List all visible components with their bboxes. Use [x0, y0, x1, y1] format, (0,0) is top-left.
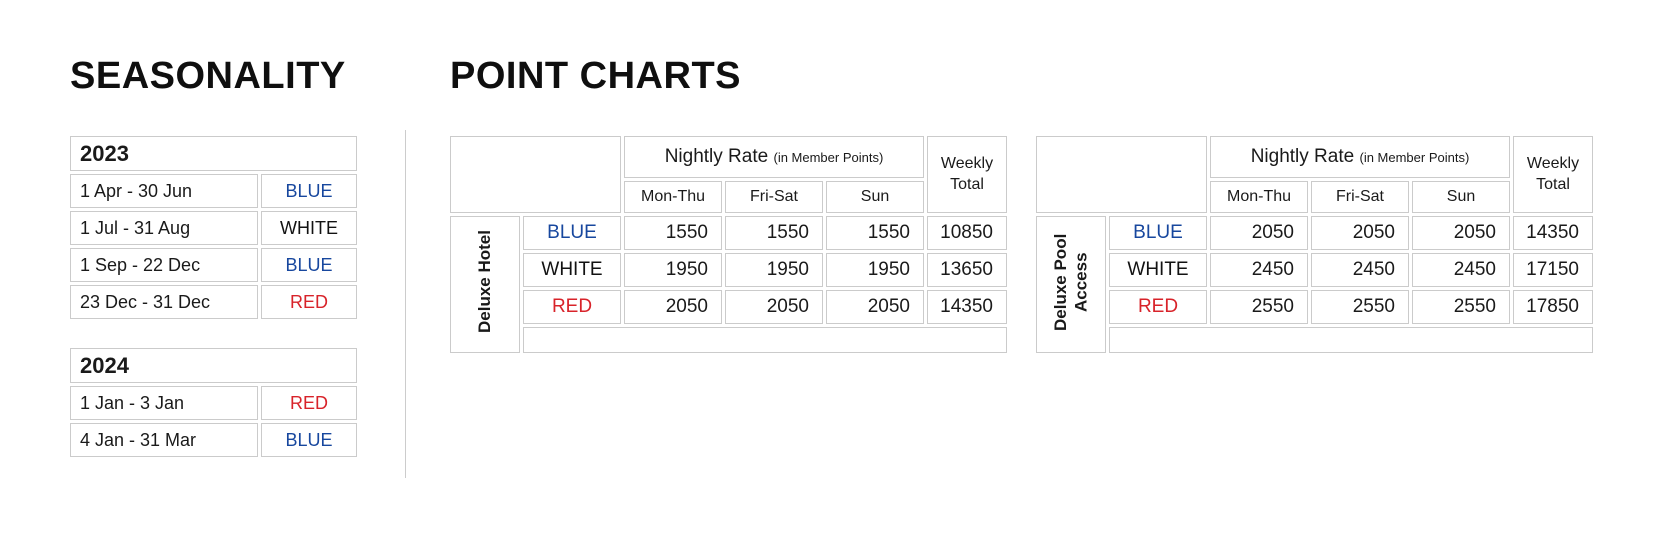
- rate-cell: 2050: [826, 290, 924, 324]
- season-label: BLUE: [261, 423, 357, 457]
- empty-row-cell: [523, 327, 1007, 353]
- rate-cell: 2450: [1412, 253, 1510, 287]
- rate-cell: 2050: [1311, 216, 1409, 250]
- point-charts-section: POINT CHARTS Nightly Rate (in Member Poi…: [450, 57, 1596, 356]
- room-label-cell: Deluxe Hotel: [450, 216, 520, 353]
- weekly-total-cell: 10850: [927, 216, 1007, 250]
- rate-cell: 2050: [725, 290, 823, 324]
- season-label: WHITE: [523, 253, 621, 287]
- season-label: WHITE: [261, 211, 357, 245]
- season-label: RED: [523, 290, 621, 324]
- rate-cell: 2050: [1412, 216, 1510, 250]
- season-label: BLUE: [1109, 216, 1207, 250]
- date-range: 4 Jan - 31 Mar: [70, 423, 258, 457]
- seasonality-section: SEASONALITY 2023 1 Apr - 30 Jun BLUE 1 J…: [70, 57, 360, 460]
- rate-cell: 2450: [1311, 253, 1409, 287]
- nightly-rate-label: Nightly Rate: [664, 146, 769, 167]
- year-header: 2023: [70, 136, 357, 171]
- rate-cell: 2550: [1412, 290, 1510, 324]
- rate-cell: 1950: [624, 253, 722, 287]
- day-column-header: Sun: [826, 181, 924, 213]
- empty-row-cell: [1109, 327, 1593, 353]
- year-header: 2024: [70, 348, 357, 383]
- point-charts-heading: POINT CHARTS: [450, 55, 741, 97]
- day-column-header: Sun: [1412, 181, 1510, 213]
- weekly-total-cell: 14350: [1513, 216, 1593, 250]
- weekly-total-cell: 17150: [1513, 253, 1593, 287]
- rate-cell: 2550: [1210, 290, 1308, 324]
- rate-cell: 1950: [725, 253, 823, 287]
- weekly-total-header: Weekly Total: [1513, 136, 1593, 213]
- weekly-total-header: Weekly Total: [927, 136, 1007, 213]
- season-label: BLUE: [523, 216, 621, 250]
- day-column-header: Fri-Sat: [725, 181, 823, 213]
- date-range: 1 Apr - 30 Jun: [70, 174, 258, 208]
- date-range: 1 Jul - 31 Aug: [70, 211, 258, 245]
- room-label: Deluxe Pool Access: [1050, 233, 1090, 331]
- nightly-rate-label: Nightly Rate: [1250, 146, 1355, 167]
- rate-cell: 2550: [1311, 290, 1409, 324]
- room-label: Deluxe Hotel: [474, 230, 494, 334]
- season-label: RED: [1109, 290, 1207, 324]
- season-label: RED: [261, 285, 357, 319]
- weekly-total-cell: 17850: [1513, 290, 1593, 324]
- rate-cell: 1550: [826, 216, 924, 250]
- point-table-deluxe-hotel: Nightly Rate (in Member Points) Weekly T…: [447, 133, 1010, 356]
- rate-cell: 2450: [1210, 253, 1308, 287]
- weekly-total-cell: 14350: [927, 290, 1007, 324]
- season-label: BLUE: [261, 174, 357, 208]
- nightly-rate-header: Nightly Rate (in Member Points): [624, 136, 924, 178]
- season-label: RED: [261, 386, 357, 420]
- weekly-total-cell: 13650: [927, 253, 1007, 287]
- corner-cell: [450, 136, 621, 213]
- nightly-rate-header: Nightly Rate (in Member Points): [1210, 136, 1510, 178]
- day-column-header: Fri-Sat: [1311, 181, 1409, 213]
- date-range: 23 Dec - 31 Dec: [70, 285, 258, 319]
- day-column-header: Mon-Thu: [624, 181, 722, 213]
- rate-cell: 1550: [624, 216, 722, 250]
- rate-cell: 2050: [624, 290, 722, 324]
- seasonality-table-2024: 2024 1 Jan - 3 Jan RED 4 Jan - 31 Mar BL…: [67, 345, 360, 460]
- corner-cell: [1036, 136, 1207, 213]
- nightly-rate-sublabel: (in Member Points): [773, 150, 884, 165]
- season-label: WHITE: [1109, 253, 1207, 287]
- room-label-cell: Deluxe Pool Access: [1036, 216, 1106, 353]
- season-label: BLUE: [261, 248, 357, 282]
- rate-cell: 1950: [826, 253, 924, 287]
- point-table-deluxe-pool-access: Nightly Rate (in Member Points) Weekly T…: [1033, 133, 1596, 356]
- rate-cell: 2050: [1210, 216, 1308, 250]
- seasonality-heading: SEASONALITY: [70, 55, 346, 97]
- seasonality-table-2023: 2023 1 Apr - 30 Jun BLUE 1 Jul - 31 Aug …: [67, 133, 360, 322]
- rate-cell: 1550: [725, 216, 823, 250]
- point-charts-row: Nightly Rate (in Member Points) Weekly T…: [450, 133, 1596, 356]
- day-column-header: Mon-Thu: [1210, 181, 1308, 213]
- date-range: 1 Jan - 3 Jan: [70, 386, 258, 420]
- section-divider: [405, 130, 406, 478]
- nightly-rate-sublabel: (in Member Points): [1359, 150, 1470, 165]
- date-range: 1 Sep - 22 Dec: [70, 248, 258, 282]
